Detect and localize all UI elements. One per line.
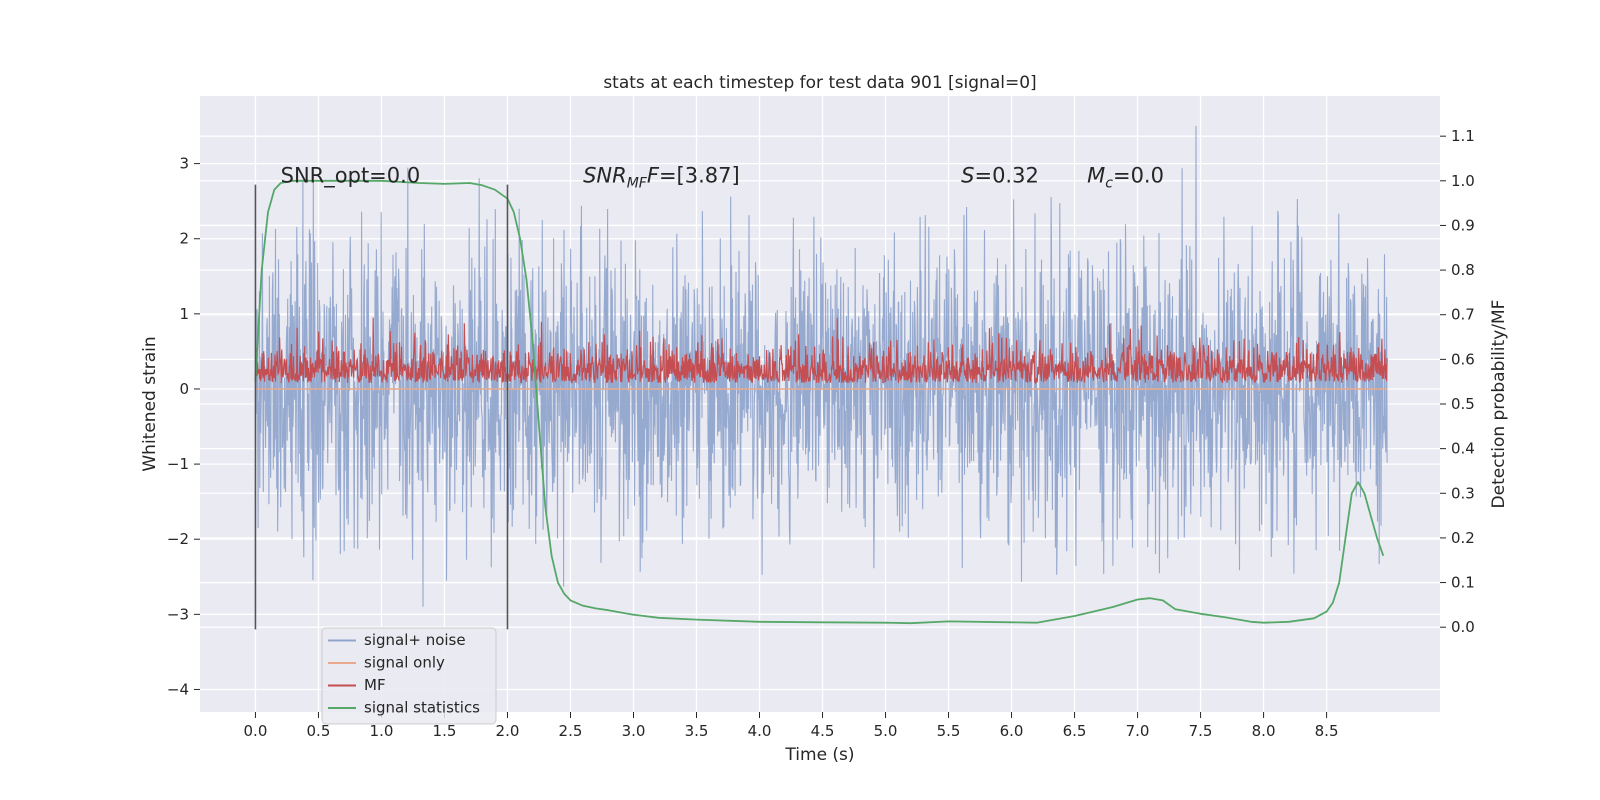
legend-label: MF [364,676,386,694]
x-tick-label: 2.0 [496,722,520,740]
y2-tick-label: 0.2 [1451,529,1475,547]
vlines [254,184,509,630]
x-tick-label: 1.5 [433,722,457,740]
y-axis-label: Whitened strain [140,336,160,471]
x-axis-label: Time (s) [784,745,854,765]
series-signal-statistics [254,179,1385,625]
annotation-main: S [961,163,974,187]
annotation-snr-mf: SNRMFF=[3.87] [583,163,740,191]
y-tick-label: 2 [179,230,189,248]
y-tick-label: −1 [167,455,189,473]
x-tick-label: 0.0 [244,722,268,740]
x-tick-label: 5.5 [937,722,961,740]
x-tick-label: 1.0 [370,722,394,740]
x-tick-label: 4.5 [811,722,835,740]
x-tick-label: 0.5 [307,722,331,740]
legend-label: signal+ noise [364,631,466,649]
y2-axis-label: Detection probability/MF [1489,300,1509,509]
y2-tick-label: 1.1 [1451,127,1475,145]
annotation-sub: MF [627,175,648,191]
x-ticks: 0.0 0.5 1.0 1.5 2.0 2.5 3.0 3.5 4.0 4.5 5.0 5.5 6.0 6… [244,712,1339,740]
x-tick-label: 8.5 [1315,722,1339,740]
y-ticks: 3 2 1 0 −1 −2 −3 −4 [167,155,200,698]
y-tick-label: 1 [179,305,189,323]
annotation-rest: F=[3.87] [647,163,740,187]
x-tick-label: 3.0 [622,722,646,740]
y-tick-label: 0 [179,380,189,398]
y2-tick-label: 0.9 [1451,216,1475,234]
chart-title: stats at each timestep for test data 901… [603,73,1036,93]
x-tick-label: 8.0 [1252,722,1276,740]
y-tick-label: −4 [167,680,189,698]
y2-tick-label: 0.7 [1451,306,1475,324]
series-mf [254,317,1388,385]
y-tick-label: −2 [167,530,189,548]
y2-tick-label: 0.5 [1451,395,1475,413]
annotation-rest-italic: F [647,163,660,187]
y2-tick-label: 0.4 [1451,440,1475,458]
y2-tick-label: 0.1 [1451,574,1475,592]
y2-tick-label: 0.6 [1451,350,1475,368]
x-tick-label: 7.5 [1189,722,1213,740]
annotation-rest-plain: =[3.87] [659,163,740,187]
legend-label: signal only [364,654,445,672]
legend-box [321,627,497,725]
annotation-main: M [1087,163,1105,187]
annotation-s-stat: S=0.32 [961,163,1039,187]
x-tick-label: 4.0 [748,722,772,740]
x-tick-label: 2.5 [559,722,583,740]
x-tick-label: 5.0 [874,722,898,740]
annotation-chirp-mass: Mc=0.0 [1087,163,1164,191]
annotation-main: SNR [583,163,627,187]
y2-tick-label: 1.0 [1451,172,1475,190]
legend-label: signal statistics [364,699,480,717]
annotations: SNR_opt=0.0 SNRMFF=[3.87] S=0.32 Mc=0.0 [281,163,1164,191]
annotation-rest: =0.0 [1113,163,1164,187]
series-layer [254,125,1388,625]
y-tick-label: −3 [167,605,189,623]
y2-tick-label: 0.8 [1451,261,1475,279]
series-signal-noise [254,125,1388,607]
annotation-sub: c [1105,175,1113,191]
y2-tick-label: 0.3 [1451,484,1475,502]
annotation-snr-opt: SNR_opt=0.0 [281,163,421,188]
annotation-rest: =0.32 [974,163,1038,187]
y-tick-label: 3 [179,155,189,173]
y2-tick-label: 0.0 [1451,618,1475,636]
x-tick-label: 3.5 [685,722,709,740]
y2-ticks: 1.1 1.0 0.9 0.8 0.7 0.6 0.5 0.4 0.3 0.2 0.1 0.0 [1440,127,1475,636]
x-tick-label: 6.5 [1063,722,1087,740]
x-tick-label: 6.0 [1000,722,1024,740]
x-tick-label: 7.0 [1126,722,1150,740]
legend: signal+ noise signal only MF signal statist… [321,627,497,725]
